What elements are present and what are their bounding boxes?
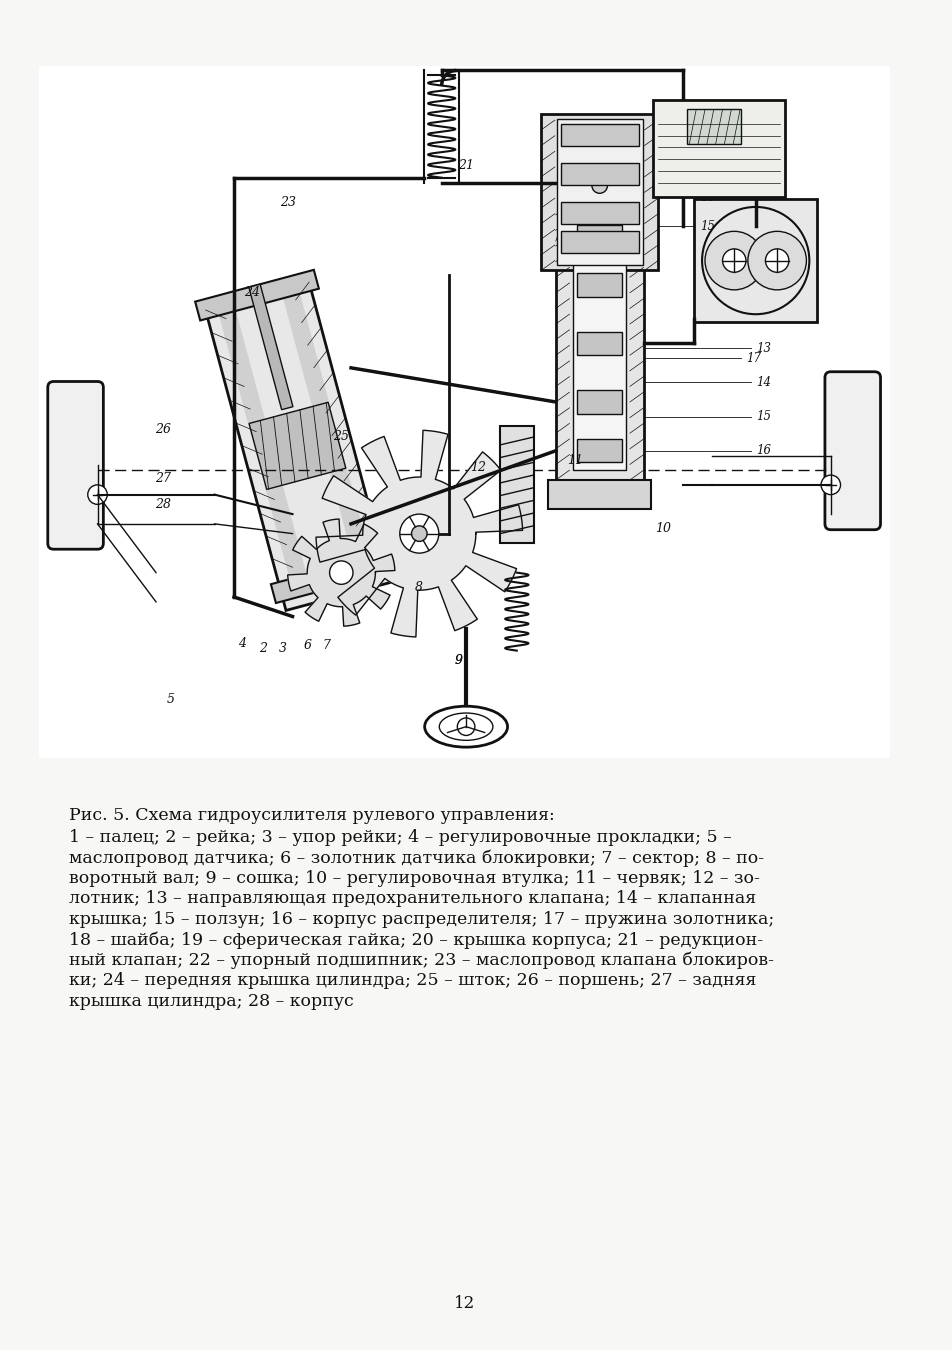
Text: 11: 11 [566,454,583,467]
Text: ки; 24 – передняя крышка цилиндра; 25 – шток; 26 – поршень; 27 – задняя: ки; 24 – передняя крышка цилиндра; 25 – … [69,972,756,990]
Circle shape [747,231,805,290]
Text: 27: 27 [154,471,170,485]
Text: 2: 2 [259,643,267,655]
Text: 15: 15 [755,410,770,423]
Circle shape [764,248,788,273]
Text: 4: 4 [238,637,246,651]
Bar [219,310,311,598]
Polygon shape [316,431,522,637]
Bar [577,332,622,355]
Bar [560,124,638,146]
Text: 1 – палец; 2 – рейка; 3 – упор рейки; 4 – регулировочные прокладки; 5 –: 1 – палец; 2 – рейка; 3 – упор рейки; 4 … [69,829,731,846]
Text: 18 – шайба; 19 – сферическая гайка; 20 – крышка корпуса; 21 – редукцион-: 18 – шайба; 19 – сферическая гайка; 20 –… [69,931,763,949]
Bar [560,231,638,252]
FancyBboxPatch shape [48,382,103,549]
Text: 10: 10 [654,522,670,535]
Text: Рис. 5. Схема гидроусилителя рулевого управления:: Рис. 5. Схема гидроусилителя рулевого уп… [69,807,554,824]
Text: 20: 20 [700,132,714,146]
Text: 28: 28 [154,498,170,510]
Text: 18: 18 [700,190,714,204]
Bar [591,178,606,192]
Bar [195,270,319,320]
Text: 13: 13 [755,342,770,355]
Bar [560,202,638,224]
Text: 12: 12 [469,460,486,474]
Bar [555,207,643,481]
Bar [248,285,292,409]
Circle shape [457,718,474,736]
Text: 21: 21 [458,158,473,171]
Bar [577,224,622,248]
Bar [500,427,534,543]
Text: 7: 7 [323,640,330,652]
Bar [577,390,622,413]
Text: 17: 17 [745,351,760,364]
Text: маслопровод датчика; 6 – золотник датчика блокировки; 7 – сектор; 8 – по-: маслопровод датчика; 6 – золотник датчик… [69,849,764,867]
Text: воротный вал; 9 – сошка; 10 – регулировочная втулка; 11 – червяк; 12 – зо-: воротный вал; 9 – сошка; 10 – регулирово… [69,869,760,887]
Bar [577,439,622,463]
Text: 23: 23 [279,196,295,209]
Circle shape [722,248,745,273]
Text: 9: 9 [454,653,462,667]
Text: 26: 26 [154,423,170,436]
Bar [556,119,642,266]
Circle shape [411,525,426,541]
Text: крышка; 15 – ползун; 16 – корпус распределителя; 17 – пружина золотника;: крышка; 15 – ползун; 16 – корпус распред… [69,911,774,927]
Bar [686,109,741,143]
Bar [248,402,346,490]
Bar [560,163,638,185]
Bar [577,273,622,297]
Circle shape [704,231,763,290]
Text: 19: 19 [700,162,714,174]
Text: 3: 3 [279,643,287,655]
Circle shape [591,178,606,193]
Text: 24: 24 [244,286,259,300]
Bar [653,100,784,197]
Bar [547,481,650,509]
Bar [573,217,625,470]
Text: 15: 15 [700,220,714,234]
Circle shape [400,514,438,554]
Text: 6: 6 [303,640,311,652]
Bar [39,66,889,757]
Text: ный клапан; 22 – упорный подшипник; 23 – маслопровод клапана блокиров-: ный клапан; 22 – упорный подшипник; 23 –… [69,952,773,969]
Circle shape [329,560,352,585]
Text: 25: 25 [333,429,349,443]
FancyBboxPatch shape [824,371,880,529]
Text: 5: 5 [167,693,174,706]
Text: 9: 9 [454,653,462,667]
Circle shape [88,485,108,505]
Bar [541,115,658,270]
Bar [283,294,375,580]
Polygon shape [288,518,394,626]
Bar [694,200,816,323]
Text: крышка цилиндра; 28 – корпус: крышка цилиндра; 28 – корпус [69,992,353,1010]
Text: лотник; 13 – направляющая предохранительного клапана; 14 – клапанная: лотник; 13 – направляющая предохранитель… [69,891,756,907]
Bar [270,552,394,603]
Text: 12: 12 [453,1296,475,1312]
Bar [547,207,650,242]
Circle shape [821,475,840,494]
Text: 14: 14 [755,375,770,389]
Bar [205,281,389,610]
Text: 8: 8 [415,580,423,594]
Text: 16: 16 [755,444,770,458]
